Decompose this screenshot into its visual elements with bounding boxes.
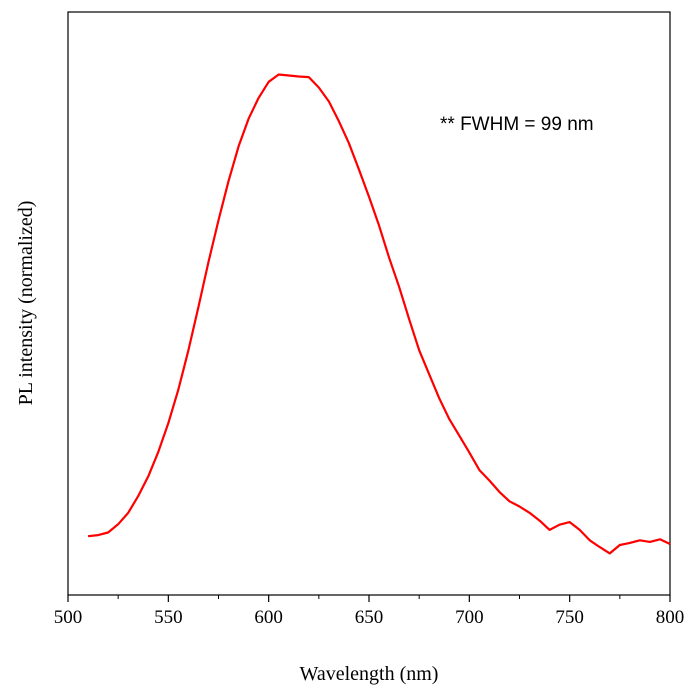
- x-tick-label-600: 600: [254, 607, 283, 628]
- x-axis-tick-labels: 500 550 600 650 700 750 800: [54, 607, 685, 628]
- fwhm-annotation: ** FWHM = 99 nm: [440, 114, 594, 135]
- x-tick-label-750: 750: [555, 607, 584, 628]
- x-axis-title: Wavelength (nm): [300, 663, 439, 685]
- x-tick-label-800: 800: [656, 607, 685, 628]
- x-tick-label-700: 700: [455, 607, 484, 628]
- series-line-pl-spectrum: [87, 73, 671, 555]
- x-tick-label-650: 650: [355, 607, 384, 628]
- x-tick-label-500: 500: [54, 607, 83, 628]
- x-tick-label-550: 550: [154, 607, 183, 628]
- x-axis-ticks: [67, 595, 671, 602]
- y-axis-title: PL intensity (normalized): [15, 201, 37, 406]
- plot-frame: [67, 11, 671, 596]
